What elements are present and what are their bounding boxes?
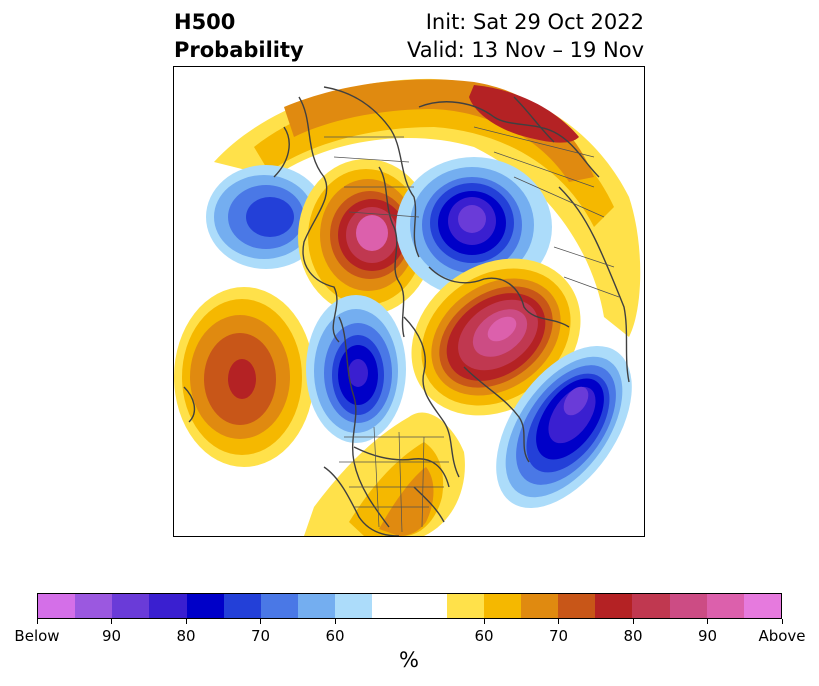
colorbar-segment [75, 594, 113, 618]
valid-range: Valid: 13 Nov – 19 Nov [407, 38, 644, 62]
colorbar-tick-mark [185, 619, 187, 624]
init-date: Init: Sat 29 Oct 2022 [425, 10, 644, 34]
map-subtitle: Init: Sat 29 Oct 2022 Valid: 13 Nov – 19… [407, 8, 644, 64]
colorbar-tick-label: Below [14, 627, 60, 645]
colorbar-segment [149, 594, 187, 618]
colorbar-unit: % [399, 648, 419, 672]
borders [324, 126, 620, 533]
below-90-arctic [458, 205, 486, 233]
map-canvas [174, 78, 641, 536]
colorbar-tick-label: Above [758, 627, 806, 645]
colorbar-segment [112, 594, 150, 618]
title-variable: H500 [174, 10, 236, 34]
colorbar-tick-label: 60 [325, 627, 345, 645]
below-90-europe [563, 386, 589, 416]
above-90-siberia [356, 215, 388, 251]
map-title: H500 Probability [174, 8, 304, 64]
colorbar-segment [632, 594, 670, 618]
colorbar-tick-mark [111, 619, 112, 624]
colorbar-segment [483, 594, 522, 618]
colorbar-tick-label: 60 [474, 627, 494, 645]
below-80-pacific [246, 197, 294, 237]
colorbar-tick-label: 70 [548, 627, 569, 645]
below-85-alaska [348, 359, 368, 387]
colorbar-tick-mark [483, 619, 485, 624]
above-70-eastern-na [379, 467, 434, 536]
colorbar-segment [38, 594, 76, 618]
colorbar-segment [446, 594, 484, 618]
colorbar-segment [335, 594, 373, 618]
colorbar-tick-mark [781, 619, 783, 624]
title-product: Probability [174, 38, 304, 62]
colorbar-segment [706, 594, 744, 618]
colorbar-tick-mark [707, 619, 708, 624]
colorbar-tick-label: 90 [101, 627, 122, 645]
colorbar [37, 593, 782, 619]
probability-map [173, 66, 645, 537]
colorbar-segment [260, 594, 299, 618]
colorbar-segment [558, 594, 596, 618]
above-90-greenland [487, 316, 517, 342]
colorbar-tick-mark [260, 619, 261, 624]
above-80-siberia [469, 85, 579, 143]
coastlines [183, 86, 630, 536]
colorbar-tick-mark [334, 619, 336, 624]
colorbar-segment [743, 594, 782, 618]
colorbar-tick-label: 80 [623, 627, 643, 645]
colorbar-tick-label: 80 [176, 627, 196, 645]
colorbar-tick-mark [558, 619, 559, 624]
colorbar-segment [372, 594, 447, 618]
colorbar-segment [186, 594, 224, 618]
colorbar-tick-label: 90 [697, 627, 718, 645]
colorbar-tick-mark [632, 619, 634, 624]
colorbar-segment [223, 594, 261, 618]
colorbar-segment [595, 594, 633, 618]
colorbar-segment [521, 594, 559, 618]
colorbar-segment [298, 594, 336, 618]
above-80-subtropical [228, 359, 256, 399]
colorbar-segment [669, 594, 707, 618]
colorbar-tick-mark [36, 619, 38, 624]
colorbar-tick-label: 70 [250, 627, 271, 645]
